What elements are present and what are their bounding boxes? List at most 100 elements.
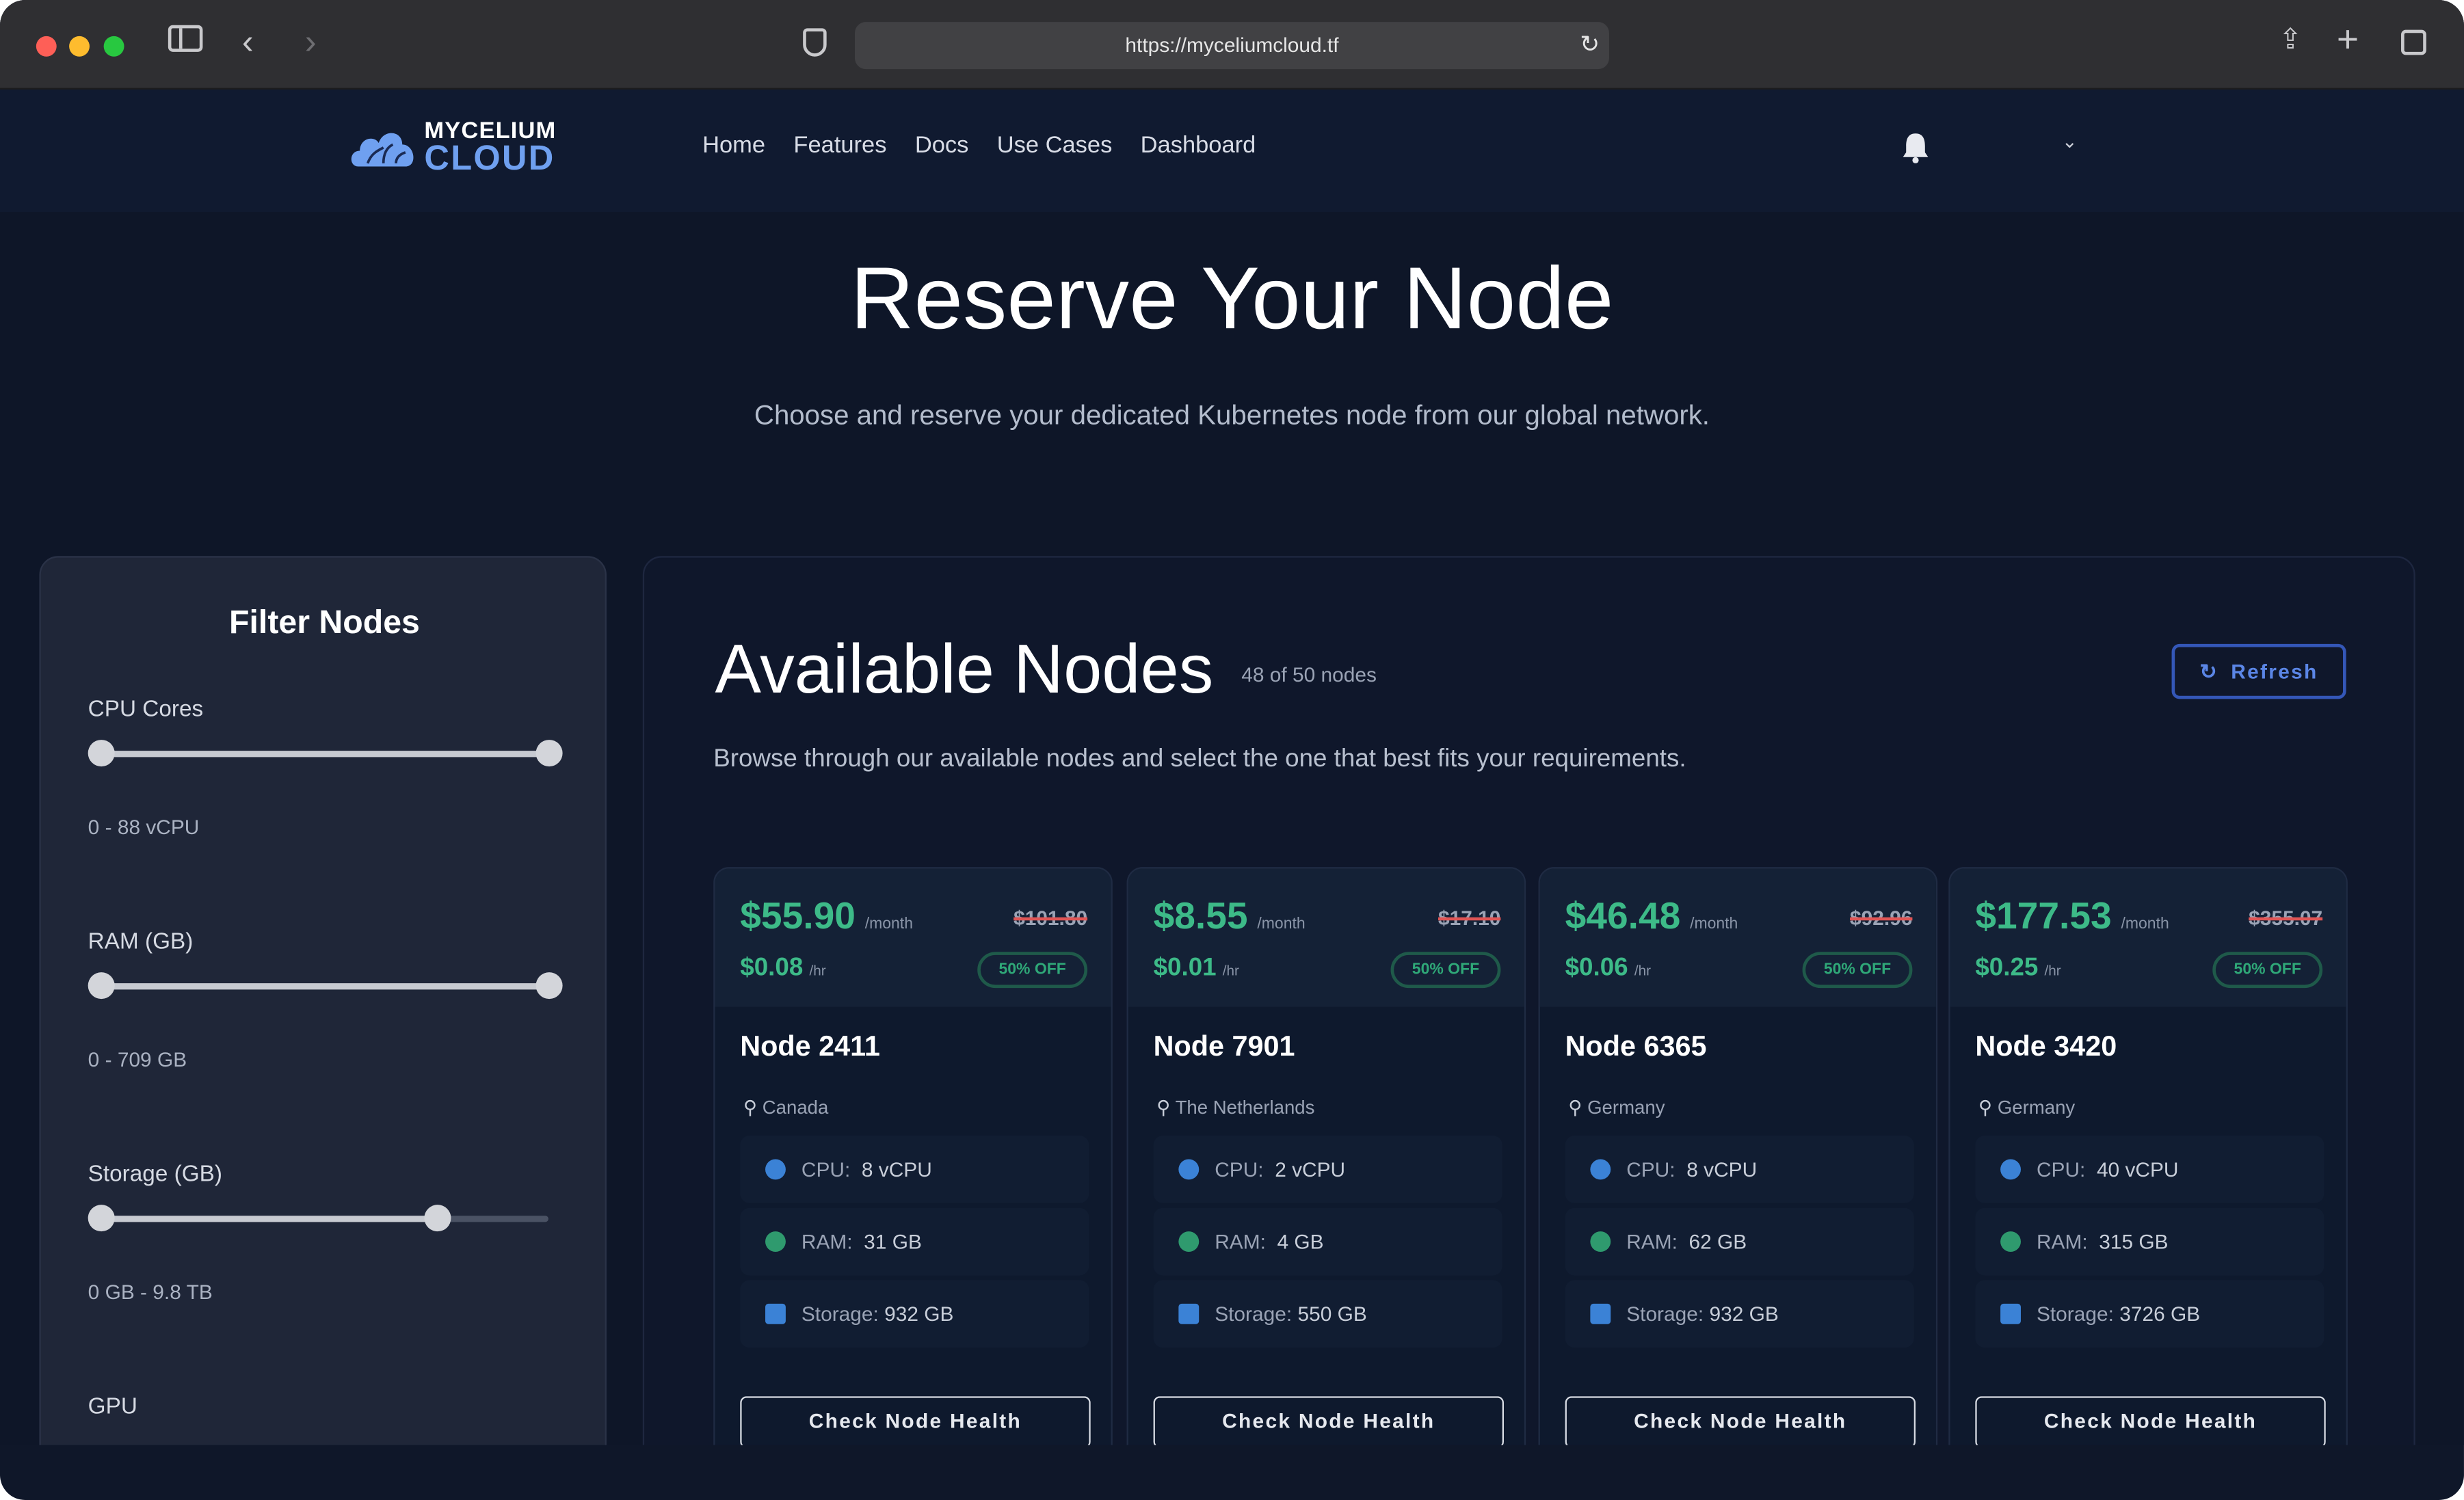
price-section xyxy=(1128,868,1524,1007)
storage-value: 550 GB xyxy=(1297,1302,1367,1326)
ram-icon xyxy=(2000,1231,2021,1253)
cloud-logo-icon xyxy=(351,133,414,167)
new-tab-icon[interactable]: + xyxy=(2336,18,2359,62)
node-name: Node 6365 xyxy=(1565,1030,1707,1062)
discount-badge: 50% OFF xyxy=(977,952,1088,989)
per-hour-unit: /hr xyxy=(1634,963,1651,979)
ram-spec: RAM: 4 GB xyxy=(1153,1207,1502,1276)
sidebar-toggle-icon[interactable] xyxy=(168,25,203,52)
cpu-label: CPU: xyxy=(801,1157,851,1181)
refresh-button[interactable]: ↻ Refresh xyxy=(2171,643,2346,699)
ram-value: 31 GB xyxy=(864,1229,922,1254)
per-month-unit: /month xyxy=(1690,915,1738,933)
node-card: $177.53/month $355.07 $0.25/hr 50% OFF N… xyxy=(1948,867,2348,1445)
monthly-price: $55.90/month xyxy=(740,896,913,939)
cpu-value: 8 vCPU xyxy=(1686,1157,1758,1181)
check-node-health-button[interactable]: Check Node Health xyxy=(1975,1396,2326,1445)
ram-spec: RAM: 62 GB xyxy=(1565,1207,1914,1276)
cpu-range-slider[interactable] xyxy=(88,740,563,767)
per-hour-unit: /hr xyxy=(1222,963,1239,979)
minimize-window-button[interactable] xyxy=(69,36,90,57)
browser-toolbar: ‹ › https://myceliumcloud.tf ↻ ⇪ + xyxy=(0,0,2464,90)
node-card: $46.48/month $92.96 $0.06/hr 50% OFF Nod… xyxy=(1538,867,1938,1445)
hourly-price-value: $0.08 xyxy=(740,954,804,982)
node-location: ⚲ Germany xyxy=(1978,1097,2075,1119)
nodes-panel: Available Nodes 48 of 50 nodes ↻ Refresh … xyxy=(642,556,2415,1445)
hourly-price-value: $0.06 xyxy=(1565,954,1628,982)
nav-link-use-cases[interactable]: Use Cases xyxy=(996,131,1113,159)
check-node-health-button[interactable]: Check Node Health xyxy=(1565,1396,1916,1445)
nav-links: Home Features Docs Use Cases Dashboard xyxy=(702,132,1256,159)
storage-max-handle[interactable] xyxy=(424,1205,451,1232)
bell-icon[interactable] xyxy=(1901,132,1929,163)
location-pin-icon: ⚲ xyxy=(1978,1096,1993,1119)
filter-title: Filter Nodes xyxy=(229,604,420,641)
logo-text-top: MYCELIUM xyxy=(424,118,557,145)
original-price: $355.07 xyxy=(2249,906,2323,930)
hourly-price: $0.25/hr xyxy=(1975,955,2061,983)
ram-spec: RAM: 31 GB xyxy=(740,1207,1089,1276)
page-subtitle: Choose and reserve your dedicated Kubern… xyxy=(754,399,1710,431)
nav-link-dashboard[interactable]: Dashboard xyxy=(1140,131,1256,159)
ram-label: RAM: xyxy=(1215,1229,1266,1254)
hourly-price: $0.01/hr xyxy=(1154,955,1239,983)
cpu-value: 40 vCPU xyxy=(2096,1157,2179,1181)
storage-filter-label: Storage (GB) xyxy=(88,1162,222,1188)
cpu-max-handle[interactable] xyxy=(535,740,563,767)
close-window-button[interactable] xyxy=(36,36,57,57)
share-icon[interactable]: ⇪ xyxy=(2278,23,2303,55)
node-name: Node 3420 xyxy=(1975,1030,2117,1062)
storage-spec: Storage: 3726 GB xyxy=(1975,1280,2324,1348)
reload-icon[interactable]: ↻ xyxy=(1580,31,1600,59)
check-node-health-button[interactable]: Check Node Health xyxy=(1153,1396,1504,1445)
ram-range-value: 0 - 709 GB xyxy=(88,1047,187,1071)
price-section xyxy=(1950,868,2346,1007)
privacy-shield-icon[interactable] xyxy=(803,28,827,57)
ram-label: RAM: xyxy=(2036,1229,2088,1254)
tabs-overview-icon[interactable] xyxy=(2401,29,2426,55)
url-text: https://myceliumcloud.tf xyxy=(1125,33,1339,57)
cpu-spec: CPU: 2 vCPU xyxy=(1153,1136,1502,1203)
cpu-icon xyxy=(2000,1159,2021,1180)
account-chevron-down-icon[interactable]: ⌄ xyxy=(2061,130,2078,152)
nav-link-docs[interactable]: Docs xyxy=(914,131,969,159)
cpu-filter-label: CPU Cores xyxy=(88,697,204,723)
ram-range-slider[interactable] xyxy=(88,972,563,1000)
address-bar[interactable]: https://myceliumcloud.tf ↻ xyxy=(855,22,1609,70)
storage-value: 3726 GB xyxy=(2119,1302,2201,1326)
original-price: $92.96 xyxy=(1850,906,1913,930)
monthly-price-value: $55.90 xyxy=(740,895,856,938)
ram-icon xyxy=(1590,1231,1611,1253)
monthly-price-value: $8.55 xyxy=(1153,895,1248,938)
check-node-health-button[interactable]: Check Node Health xyxy=(740,1396,1091,1445)
hourly-price: $0.08/hr xyxy=(740,955,825,983)
storage-min-handle[interactable] xyxy=(88,1205,115,1232)
forward-icon[interactable]: › xyxy=(304,22,317,62)
storage-range-slider[interactable] xyxy=(88,1205,548,1232)
maximize-window-button[interactable] xyxy=(103,36,124,57)
hourly-price-value: $0.01 xyxy=(1153,954,1217,982)
hourly-price-value: $0.25 xyxy=(1975,954,2039,982)
location-text: Germany xyxy=(1997,1096,2076,1119)
ram-value: 315 GB xyxy=(2099,1229,2169,1254)
logo[interactable]: MYCELIUM CLOUD xyxy=(349,118,557,175)
monthly-price: $177.53/month xyxy=(1975,896,2169,939)
storage-value: 932 GB xyxy=(1709,1302,1779,1326)
nav-link-home[interactable]: Home xyxy=(702,131,766,159)
original-price: $17.10 xyxy=(1438,906,1501,930)
storage-icon xyxy=(1178,1303,1200,1324)
gpu-filter-label: GPU xyxy=(88,1395,137,1420)
storage-spec: Storage: 932 GB xyxy=(740,1280,1089,1348)
cpu-min-handle[interactable] xyxy=(88,740,115,767)
ram-max-handle[interactable] xyxy=(535,972,563,1000)
monthly-price: $8.55/month xyxy=(1154,896,1306,939)
ram-filter-label: RAM (GB) xyxy=(88,930,194,955)
node-location: ⚲ Canada xyxy=(743,1097,829,1119)
ram-min-handle[interactable] xyxy=(88,972,115,1000)
ram-label: RAM: xyxy=(801,1229,853,1254)
nav-link-features[interactable]: Features xyxy=(793,131,887,159)
back-icon[interactable]: ‹ xyxy=(241,22,254,62)
ram-label: RAM: xyxy=(1626,1229,1678,1254)
